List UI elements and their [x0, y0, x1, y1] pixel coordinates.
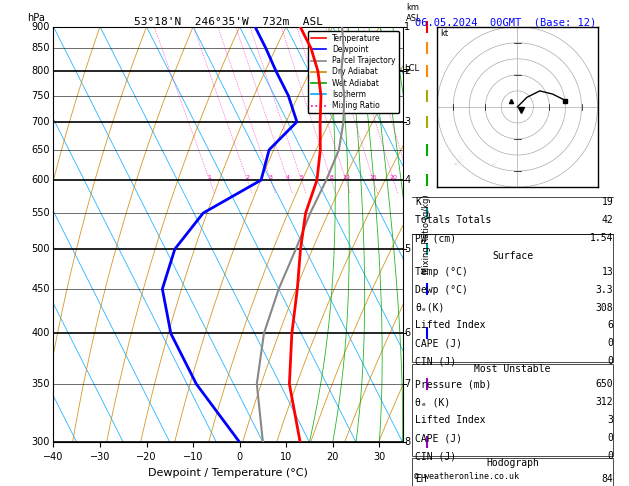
Text: 5: 5: [404, 244, 411, 254]
Text: EH: EH: [415, 474, 427, 484]
Text: 8: 8: [330, 175, 333, 180]
Text: 300: 300: [31, 437, 50, 447]
Text: 800: 800: [31, 66, 50, 76]
Text: 10: 10: [342, 175, 350, 180]
Text: 53°18'N  246°35'W  732m  ASL: 53°18'N 246°35'W 732m ASL: [133, 17, 323, 27]
Text: 400: 400: [31, 329, 50, 338]
Text: 0: 0: [608, 338, 613, 348]
Text: K: K: [415, 197, 421, 208]
X-axis label: Dewpoint / Temperature (°C): Dewpoint / Temperature (°C): [148, 468, 308, 478]
Text: 7: 7: [404, 379, 411, 389]
Text: 42: 42: [601, 215, 613, 226]
Text: θₑ (K): θₑ (K): [415, 397, 450, 407]
Text: Surface: Surface: [492, 251, 533, 261]
Text: km
ASL: km ASL: [406, 3, 421, 22]
Text: 650: 650: [31, 145, 50, 155]
Text: CIN (J): CIN (J): [415, 451, 456, 461]
Text: Lifted Index: Lifted Index: [415, 320, 486, 330]
Text: 3: 3: [404, 117, 411, 127]
Text: Totals Totals: Totals Totals: [415, 215, 491, 226]
Text: ☄: ☄: [492, 157, 499, 167]
Text: 5: 5: [299, 175, 303, 180]
Text: 0: 0: [608, 451, 613, 461]
Text: kt: kt: [440, 29, 448, 38]
Text: Hodograph: Hodograph: [486, 458, 539, 469]
Text: 0: 0: [608, 356, 613, 366]
Text: 20: 20: [389, 175, 398, 180]
Text: 4: 4: [286, 175, 290, 180]
Text: 3: 3: [269, 175, 272, 180]
Text: Dewp (°C): Dewp (°C): [415, 284, 468, 295]
Text: ☄: ☄: [454, 156, 463, 167]
Text: 0: 0: [608, 433, 613, 443]
Text: 3.3: 3.3: [596, 284, 613, 295]
Text: 1: 1: [208, 175, 211, 180]
Text: 1: 1: [404, 22, 411, 32]
Text: 6: 6: [404, 329, 411, 338]
Text: © weatheronline.co.uk: © weatheronline.co.uk: [414, 472, 519, 481]
Text: 312: 312: [596, 397, 613, 407]
Text: 650: 650: [596, 379, 613, 389]
Text: CAPE (J): CAPE (J): [415, 433, 462, 443]
Text: 750: 750: [31, 91, 50, 101]
Text: 13: 13: [601, 266, 613, 277]
Text: Temp (°C): Temp (°C): [415, 266, 468, 277]
Text: 450: 450: [31, 284, 50, 294]
Text: 2: 2: [404, 66, 411, 76]
Text: 2: 2: [245, 175, 249, 180]
Text: 4: 4: [404, 175, 411, 185]
Text: 15: 15: [369, 175, 377, 180]
Text: Pressure (mb): Pressure (mb): [415, 379, 491, 389]
Text: 3: 3: [608, 415, 613, 425]
Text: 900: 900: [31, 22, 50, 32]
Text: 06.05.2024  00GMT  (Base: 12): 06.05.2024 00GMT (Base: 12): [415, 17, 596, 27]
Text: θₑ(K): θₑ(K): [415, 302, 445, 312]
Text: 308: 308: [596, 302, 613, 312]
Text: 8: 8: [404, 437, 411, 447]
Text: 500: 500: [31, 244, 50, 254]
Text: Lifted Index: Lifted Index: [415, 415, 486, 425]
Text: hPa: hPa: [27, 13, 45, 22]
Legend: Temperature, Dewpoint, Parcel Trajectory, Dry Adiabat, Wet Adiabat, Isotherm, Mi: Temperature, Dewpoint, Parcel Trajectory…: [308, 31, 399, 113]
Text: 1.54: 1.54: [590, 233, 613, 243]
Text: CAPE (J): CAPE (J): [415, 338, 462, 348]
Text: Mixing Ratio (g/kg): Mixing Ratio (g/kg): [422, 195, 431, 274]
Text: 700: 700: [31, 117, 50, 127]
Text: 6: 6: [608, 320, 613, 330]
Text: PW (cm): PW (cm): [415, 233, 456, 243]
Text: 550: 550: [31, 208, 50, 218]
Text: 350: 350: [31, 379, 50, 389]
Text: 600: 600: [31, 175, 50, 185]
Text: 84: 84: [601, 474, 613, 484]
Text: CIN (J): CIN (J): [415, 356, 456, 366]
Text: 19: 19: [601, 197, 613, 208]
Text: 850: 850: [31, 43, 50, 53]
Text: Most Unstable: Most Unstable: [474, 364, 551, 374]
Text: LCL: LCL: [404, 65, 420, 73]
